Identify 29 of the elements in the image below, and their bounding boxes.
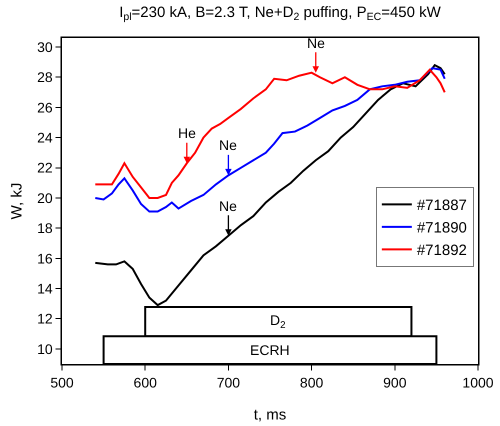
x-tick-label: 600: [134, 374, 158, 390]
legend-label: #71890: [416, 220, 467, 237]
annotation: Ne: [219, 198, 238, 214]
x-tick-label: 700: [216, 374, 240, 390]
y-tick-label: 24: [37, 130, 53, 146]
y-tick-label: 22: [37, 160, 53, 176]
legend-label: #71892: [416, 242, 467, 260]
x-tick-label: 800: [300, 374, 324, 390]
y-tick-label: 26: [37, 99, 53, 116]
x-tick-label: 500: [50, 374, 74, 390]
x-tick-label: 900: [383, 374, 407, 390]
annotation: He: [178, 125, 196, 141]
y-tick-label: 12: [37, 310, 53, 327]
legend-label: #71887: [416, 197, 467, 214]
y-tick-label: 14: [37, 280, 53, 296]
band-label: D$_{2}$: [270, 312, 286, 331]
y-tick-label: 20: [37, 190, 53, 206]
y-tick-label: 30: [37, 38, 53, 55]
y-axis-title: W, kJ: [8, 182, 26, 220]
y-tick-label: 18: [37, 220, 53, 236]
band-label: ECRH: [250, 342, 290, 358]
y-tick-label: 28: [37, 69, 53, 86]
annotation: Ne: [219, 137, 238, 153]
x-tick-label: 1000: [462, 374, 494, 390]
x-axis-title: t, ms: [254, 406, 286, 424]
chart-title: I$_{pl}$=230 kA, B=2.3 T, Ne+D$_{2}$ puffing, P$_{EC}$=450 kW: [119, 4, 442, 24]
y-tick-label: 16: [37, 250, 53, 266]
annotation: Ne: [307, 35, 326, 51]
y-tick-label: 10: [37, 340, 53, 357]
